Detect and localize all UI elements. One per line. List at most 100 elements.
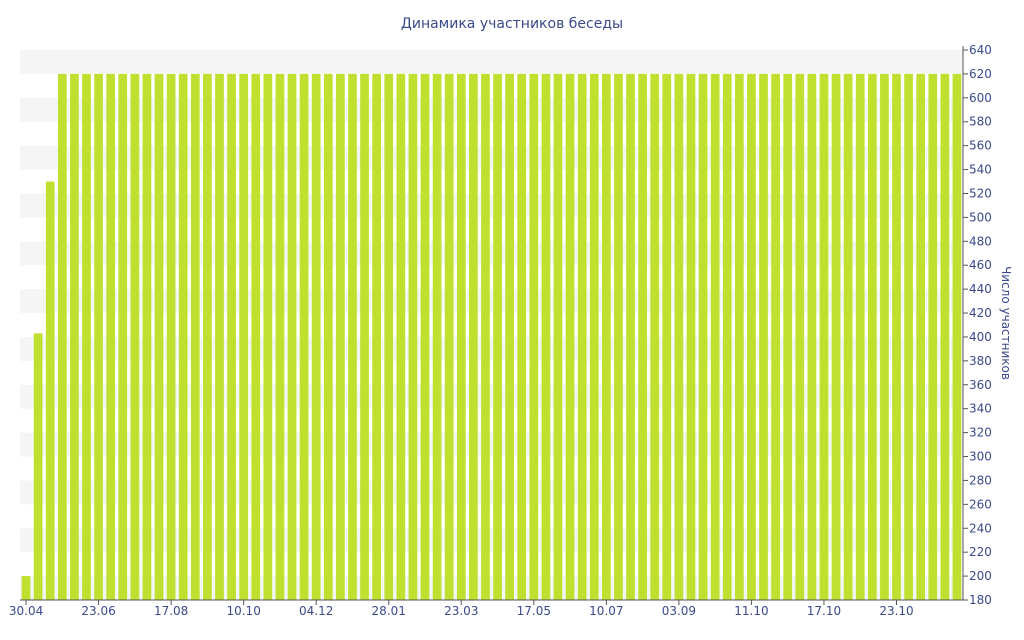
y-tick-label: 640: [969, 43, 992, 57]
y-axis-title: Число участников: [999, 266, 1013, 380]
chart-title: Динамика участников беседы: [401, 16, 623, 32]
bar: [795, 73, 805, 601]
bar: [602, 73, 611, 601]
bar: [529, 73, 539, 601]
y-tick-label: 440: [969, 282, 992, 296]
y-tick-label: 540: [969, 163, 992, 177]
bar: [928, 73, 938, 601]
x-tick-label: 23.06: [81, 604, 115, 618]
x-tick-label: 04.12: [299, 604, 333, 618]
bar: [348, 73, 357, 601]
bar: [517, 73, 527, 601]
bar: [747, 73, 756, 601]
y-tick-label: 620: [969, 67, 992, 81]
bar: [505, 73, 514, 601]
bar-series: [21, 73, 962, 601]
y-tick-label: 520: [969, 186, 992, 200]
y-tick-label: 180: [969, 593, 992, 607]
y-tick-label: 200: [969, 569, 992, 583]
bar: [541, 73, 551, 601]
grid-band: [20, 50, 963, 74]
bar: [45, 181, 55, 601]
bar: [239, 73, 249, 601]
bar: [396, 73, 406, 601]
bar: [360, 73, 369, 601]
bar: [904, 73, 913, 601]
bar: [336, 73, 345, 601]
y-tick-label: 240: [969, 521, 992, 535]
x-tick-label: 17.05: [517, 604, 551, 618]
y-tick-label: 320: [969, 426, 992, 440]
bar: [698, 73, 708, 601]
bar: [481, 73, 490, 601]
y-tick-label: 480: [969, 234, 992, 248]
y-tick-label: 300: [969, 450, 992, 464]
bar: [203, 73, 212, 601]
bar: [916, 73, 926, 601]
x-tick-label: 23.10: [879, 604, 913, 618]
bar: [251, 73, 261, 601]
y-tick-label: 560: [969, 139, 992, 153]
y-tick-label: 420: [969, 306, 992, 320]
bar: [553, 73, 563, 601]
bar: [299, 73, 309, 601]
x-tick-label: 11.10: [734, 604, 768, 618]
bar: [807, 73, 817, 601]
bar: [831, 73, 841, 601]
bar: [106, 73, 116, 601]
bar: [384, 73, 394, 601]
bar: [493, 73, 502, 601]
bar: [323, 73, 333, 601]
bar: [589, 73, 599, 601]
y-axis: 180 200 220 240 260 280 300 320 340 360 380 400 420 4…: [962, 43, 992, 607]
bar: [880, 73, 889, 601]
bar: [372, 73, 381, 601]
bar: [420, 73, 430, 601]
bar: [855, 73, 865, 601]
bar: [33, 333, 43, 600]
bar: [565, 73, 575, 601]
bar: [867, 73, 877, 601]
x-tick-label: 03.09: [662, 604, 696, 618]
bar: [710, 73, 720, 601]
bar: [940, 73, 950, 601]
x-tick-label: 23.03: [444, 604, 478, 618]
x-tick-label: 30.04: [9, 604, 43, 618]
x-tick-label: 17.08: [154, 604, 188, 618]
bar: [21, 576, 31, 600]
y-tick-label: 460: [969, 258, 992, 272]
bar: [674, 73, 684, 601]
bar: [759, 73, 768, 601]
y-tick-label: 380: [969, 354, 992, 368]
bar: [734, 73, 744, 601]
x-tick-label: 28.01: [372, 604, 406, 618]
bar: [94, 73, 103, 601]
x-tick-label: 10.07: [589, 604, 623, 618]
bar: [892, 73, 901, 601]
bar: [178, 73, 188, 601]
bar: [215, 73, 224, 601]
bar: [166, 73, 176, 601]
bar: [190, 73, 200, 601]
bar: [275, 73, 285, 601]
bar: [70, 73, 79, 601]
bar: [154, 73, 164, 601]
bar: [456, 73, 466, 601]
bar: [130, 73, 140, 601]
y-tick-label: 600: [969, 91, 992, 105]
bar: [638, 73, 647, 601]
bar: [432, 73, 442, 601]
bar: [662, 73, 672, 601]
bar: [287, 73, 297, 601]
bar: [469, 73, 478, 601]
bar: [577, 73, 587, 601]
bar: [142, 73, 152, 601]
bar: [771, 73, 780, 601]
x-tick-label: 17.10: [807, 604, 841, 618]
bar: [408, 73, 418, 601]
bar: [843, 73, 853, 601]
bar: [311, 73, 321, 601]
bar: [444, 73, 454, 601]
bar: [57, 73, 67, 601]
bar: [783, 73, 793, 601]
